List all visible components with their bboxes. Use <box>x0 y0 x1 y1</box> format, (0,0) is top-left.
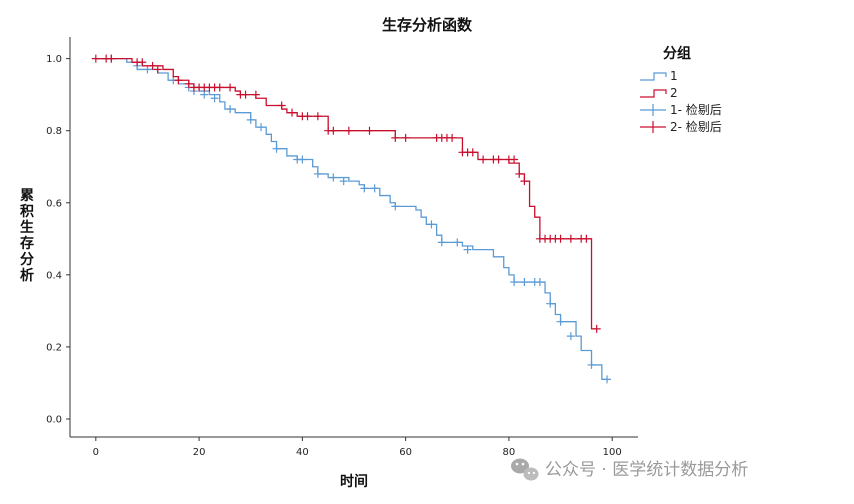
censor-mark <box>288 108 297 117</box>
x-ticks: 0 20 40 60 80 100 <box>93 437 622 458</box>
y-tick-label: 1.0 <box>46 54 62 65</box>
legend-label: 2 <box>670 86 678 100</box>
x-axis-label: 时间 <box>340 473 368 490</box>
censor-mark <box>241 90 250 99</box>
censor-mark <box>251 90 260 99</box>
censor-mark <box>520 177 529 186</box>
censor-mark <box>520 278 529 287</box>
censor-mark <box>546 299 555 308</box>
censor-mark <box>148 61 157 70</box>
censor-mark <box>226 105 235 114</box>
y-tick-label: 0.6 <box>46 198 62 209</box>
censor-mark <box>329 173 338 182</box>
censor-mark <box>303 112 312 121</box>
y-axis-label: 累积生存分析 <box>20 188 34 284</box>
censor-mark <box>210 94 219 103</box>
legend-label: 2- 检剔后 <box>670 119 722 134</box>
curve-series-1 <box>95 57 608 380</box>
legend-items: 1 2 1- 检剔后 2- 检剔后 <box>640 69 722 134</box>
x-tick-label: 0 <box>93 447 99 458</box>
censor-mark <box>556 317 565 326</box>
censor-mark <box>427 220 436 229</box>
censor-mark <box>566 332 575 341</box>
x-tick-label: 60 <box>399 447 412 458</box>
censor-mark <box>494 155 503 164</box>
y-tick-label: 0.2 <box>46 342 62 353</box>
censor-mark <box>437 238 446 247</box>
censor-mark <box>257 123 266 132</box>
censor-mark <box>468 148 477 157</box>
x-tick-label: 20 <box>193 447 206 458</box>
legend-item: 1- 检剔后 <box>640 102 722 117</box>
legend-title: 分组 <box>663 45 691 62</box>
censor-mark <box>226 83 235 92</box>
y-tick-label: 0.0 <box>46 414 62 425</box>
legend-item: 2- 检剔后 <box>640 119 722 134</box>
censor-mark <box>365 126 374 135</box>
legend-item: 2 <box>640 86 678 100</box>
censor-mark <box>370 184 379 193</box>
censor-mark <box>566 234 575 243</box>
censor-mark <box>515 169 524 178</box>
x-tick-label: 40 <box>296 447 309 458</box>
watermark: 公众号 · 医学统计数据分析 <box>511 458 748 481</box>
censor-mark <box>463 245 472 254</box>
censor-mark <box>587 360 596 369</box>
censor-mark <box>453 238 462 247</box>
censor-mark <box>313 169 322 178</box>
curve-series-2 <box>95 57 597 330</box>
legend-label: 1- 检剔后 <box>670 102 722 117</box>
censor-mark <box>153 65 162 74</box>
censor-mark <box>138 58 147 67</box>
censor-mark <box>535 278 544 287</box>
legend-censor-swatch <box>640 104 666 116</box>
censor-mark <box>510 278 519 287</box>
censor-mark <box>582 234 591 243</box>
censor-mark <box>448 133 457 142</box>
censor-mark <box>339 177 348 186</box>
censor-mark <box>200 90 209 99</box>
series-1 <box>95 54 612 384</box>
wechat-icon <box>511 458 539 481</box>
x-tick-label: 100 <box>603 447 622 458</box>
censor-mark <box>298 155 307 164</box>
survival-curves <box>91 54 612 384</box>
censor-mark <box>272 144 281 153</box>
x-tick-label: 80 <box>503 447 516 458</box>
censor-mark <box>391 133 400 142</box>
watermark-text: 公众号 · 医学统计数据分析 <box>545 460 748 480</box>
legend-label: 1 <box>670 69 678 83</box>
censor-mark <box>603 375 612 384</box>
censor-mark <box>107 54 116 63</box>
censor-mark <box>143 65 152 74</box>
censor-mark <box>246 115 255 124</box>
censor-mark <box>556 234 565 243</box>
legend-step-swatch <box>640 89 667 98</box>
legend-censor-swatch <box>640 121 666 133</box>
censor-mark <box>360 184 369 193</box>
y-ticks: 0.0 0.2 0.4 0.6 0.8 1.0 <box>46 54 70 425</box>
legend: 分组 1 2 1- 检剔后 2- 检剔后 <box>640 45 722 134</box>
censor-mark <box>391 202 400 211</box>
censor-mark <box>215 83 224 92</box>
legend-step-swatch <box>640 72 667 81</box>
y-tick-label: 0.8 <box>46 126 62 137</box>
series-2 <box>91 54 601 333</box>
censor-mark <box>510 155 519 164</box>
censor-mark <box>91 54 100 63</box>
censor-mark <box>313 112 322 121</box>
y-tick-label: 0.4 <box>46 270 62 281</box>
chart-title: 生存分析函数 <box>382 16 473 34</box>
y-axis-label-text: 累积生存分析 <box>20 188 34 284</box>
censor-mark <box>277 101 286 110</box>
censor-mark <box>401 133 410 142</box>
legend-item: 1 <box>640 69 678 83</box>
censor-mark <box>184 79 193 88</box>
censor-mark <box>592 324 601 333</box>
censor-mark <box>479 155 488 164</box>
censor-mark <box>329 126 338 135</box>
censor-mark <box>344 126 353 135</box>
censor-mark <box>174 76 183 85</box>
